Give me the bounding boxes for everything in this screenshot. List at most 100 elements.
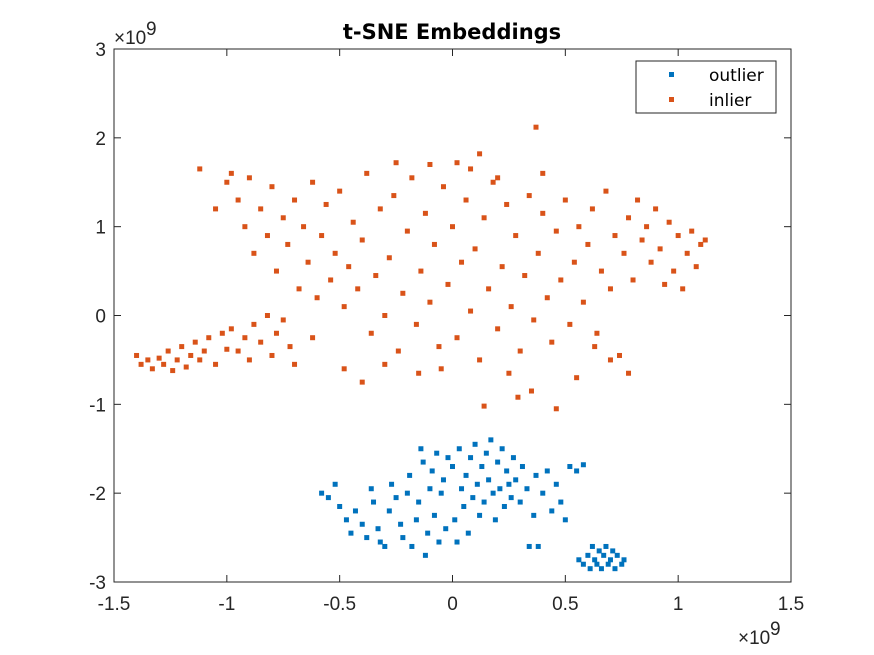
- inlier-point: [522, 273, 528, 279]
- inlier-point: [598, 268, 604, 274]
- inlier-point: [592, 344, 598, 350]
- outlier-point: [562, 517, 568, 523]
- inlier-point: [400, 290, 406, 296]
- inlier-point: [273, 330, 279, 336]
- inlier-point: [562, 197, 568, 203]
- inlier-point: [544, 295, 550, 301]
- y-exponent-power: 9: [146, 19, 157, 40]
- plot-area: [113, 48, 792, 583]
- outlier-point: [409, 543, 415, 549]
- outlier-point: [422, 552, 428, 558]
- outlier-point: [504, 468, 510, 474]
- inlier-point: [626, 215, 632, 221]
- inlier-point: [535, 250, 541, 256]
- legend-label-outlier: outlier: [709, 66, 764, 86]
- legend-box: [635, 60, 777, 114]
- outlier-point: [486, 477, 492, 483]
- inlier-point: [355, 286, 361, 292]
- outlier-point: [596, 548, 602, 554]
- outlier-point: [483, 450, 489, 456]
- outlier-point: [454, 539, 460, 545]
- inlier-point: [273, 268, 279, 274]
- outlier-point: [404, 490, 410, 496]
- inlier-point: [684, 250, 690, 256]
- outlier-point: [413, 517, 419, 523]
- inlier-point: [540, 210, 546, 216]
- inlier-point: [481, 215, 487, 221]
- outlier-point: [517, 499, 523, 505]
- outlier-point: [456, 446, 462, 452]
- outlier-point: [567, 464, 573, 470]
- outlier-point: [533, 472, 539, 478]
- inlier-point: [506, 370, 512, 376]
- outlier-point: [605, 561, 611, 567]
- x-tick-label: -0.5: [323, 594, 356, 615]
- inlier-point: [409, 175, 415, 181]
- outlier-point: [352, 508, 358, 514]
- inlier-point: [242, 224, 248, 230]
- x-exponent: ×10 9: [738, 619, 781, 649]
- inlier-point: [346, 264, 352, 270]
- outlier-point: [519, 464, 525, 470]
- inlier-point: [621, 250, 627, 256]
- inlier-point: [513, 233, 519, 239]
- inlier-point: [528, 388, 534, 394]
- inlier-point: [648, 259, 654, 265]
- inlier-point: [323, 201, 329, 207]
- outlier-point: [371, 499, 377, 505]
- outlier-point: [386, 508, 392, 514]
- inlier-point: [540, 170, 546, 176]
- inlier-point: [258, 339, 264, 345]
- y-tick-label: -2: [89, 484, 106, 505]
- outlier-point: [614, 552, 620, 558]
- x-tick-label: -1: [218, 594, 235, 615]
- inlier-point: [280, 215, 286, 221]
- inlier-point: [310, 179, 316, 185]
- y-tick-label: 0: [95, 307, 106, 328]
- inlier-point: [495, 326, 501, 332]
- inlier-point: [310, 335, 316, 341]
- inlier-point: [454, 160, 460, 166]
- inlier-point: [416, 370, 422, 376]
- outlier-point: [603, 543, 609, 549]
- x-tick-label: 0: [447, 594, 458, 615]
- legend: outlier inlier: [635, 60, 777, 114]
- inlier-point: [504, 201, 510, 207]
- inlier-point: [213, 361, 219, 367]
- outlier-point: [393, 495, 399, 501]
- inlier-point: [635, 197, 641, 203]
- y-axis-ticks: -3 -2 -1 0 1 2 3: [89, 40, 791, 594]
- inlier-point: [285, 241, 291, 247]
- series-inlier: [134, 124, 708, 412]
- inlier-point: [607, 357, 613, 363]
- y-tick-label: 2: [95, 129, 106, 150]
- inlier-point: [630, 277, 636, 283]
- outlier-point: [343, 517, 349, 523]
- outlier-point: [443, 526, 449, 532]
- inlier-point: [359, 379, 365, 385]
- outlier-point: [499, 446, 505, 452]
- inlier-point: [626, 370, 632, 376]
- inlier-point: [174, 357, 180, 363]
- outlier-point: [325, 495, 331, 501]
- inlier-point: [702, 237, 708, 243]
- outlier-point: [348, 530, 354, 536]
- inlier-point: [359, 237, 365, 243]
- inlier-point: [454, 335, 460, 341]
- legend-label-inlier: inlier: [709, 91, 751, 111]
- inlier-point: [368, 330, 374, 336]
- outlier-point: [470, 495, 476, 501]
- inlier-point: [616, 352, 622, 358]
- inlier-point: [438, 366, 444, 372]
- inlier-point: [138, 361, 144, 367]
- x-tick-label: 1.5: [778, 594, 804, 615]
- inlier-point: [662, 281, 668, 287]
- inlier-point: [404, 228, 410, 234]
- inlier-point: [459, 259, 465, 265]
- outlier-point: [459, 486, 465, 492]
- x-tick-label: 0.5: [552, 594, 578, 615]
- inlier-point: [170, 368, 176, 374]
- inlier-point: [134, 352, 140, 358]
- outlier-point: [592, 557, 598, 563]
- outlier-point: [495, 459, 501, 465]
